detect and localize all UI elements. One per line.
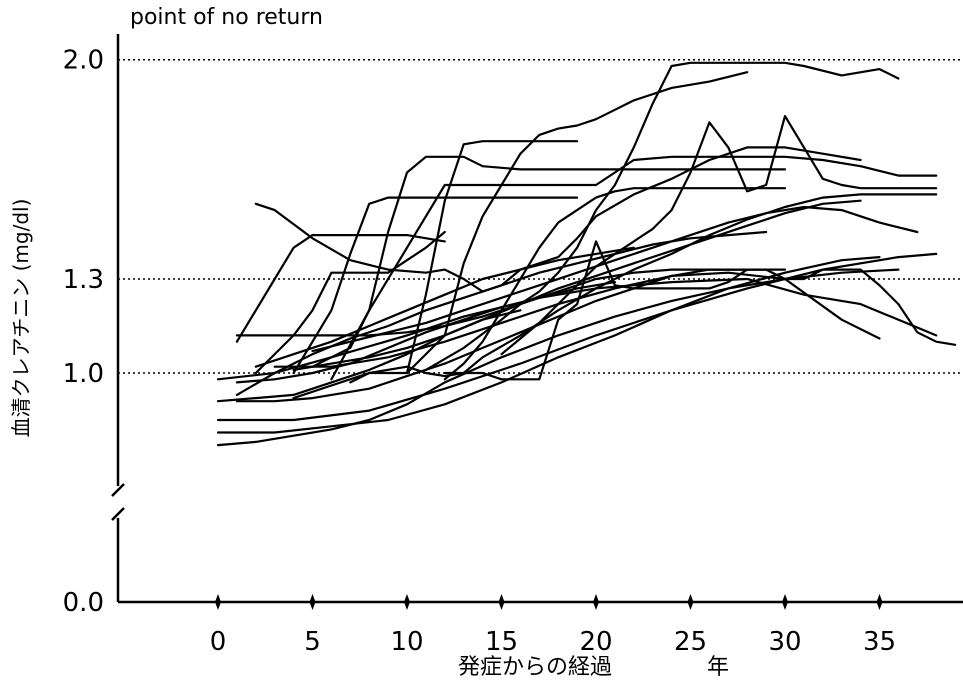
series-line-18 (292, 196, 579, 375)
series-line-12 (292, 193, 938, 400)
y-tick-label: 1.3 (63, 265, 104, 295)
x-tick-mark (404, 594, 410, 610)
series-line-15 (254, 146, 862, 293)
series-line-1 (216, 268, 900, 447)
x-tick-mark (215, 594, 221, 610)
y-axis-title: 血清クレアチニン (mg/dl) (9, 199, 33, 438)
series-line-25 (443, 240, 957, 381)
series-line-13 (292, 199, 862, 371)
x-ticks: 0 5 10 15 20 25 30 35 (210, 594, 896, 657)
reference-line-label: point of no return (130, 5, 323, 30)
series-line-24 (443, 187, 787, 381)
series-line-2 (216, 256, 881, 434)
x-tick-label: 0 (210, 627, 227, 657)
series-line-7 (273, 271, 881, 368)
x-tick-label: 35 (863, 627, 896, 657)
x-tick-label: 25 (674, 627, 707, 657)
series-line-3 (216, 252, 938, 422)
x-tick-label: 15 (485, 627, 518, 657)
axis-break-mark-upper (111, 483, 125, 497)
series-line-8 (216, 277, 938, 381)
x-tick-mark (498, 594, 505, 610)
series-line-16 (235, 234, 446, 343)
x-tick-mark (782, 594, 788, 610)
x-tick-mark (876, 594, 883, 610)
x-tick-mark (593, 594, 599, 610)
x-tick-mark (309, 594, 316, 610)
x-tick-label: 10 (390, 627, 423, 657)
series-line-21 (349, 140, 579, 384)
series-line-23 (424, 61, 900, 371)
series-line-19 (311, 155, 787, 368)
reference-lines (118, 58, 963, 374)
series-line-17 (254, 230, 446, 375)
axes (111, 34, 963, 604)
series-line-26 (500, 114, 938, 356)
axis-break-mark-lower (111, 507, 125, 521)
x-tick-label: 20 (579, 627, 612, 657)
y-tick-label: 1.0 (63, 359, 104, 389)
x-tick-label: 30 (768, 627, 801, 657)
series-line-22 (405, 71, 749, 375)
series-line-14 (311, 205, 919, 353)
y-tick-label: 2.0 (63, 46, 104, 76)
y-ticks: 0.0 1.0 1.3 2.0 (63, 46, 104, 618)
x-axis-title: 発症からの経過 (458, 655, 612, 680)
x-axis-unit: 年 (707, 655, 729, 680)
y-tick-label: 0.0 (63, 588, 104, 618)
series-line-10 (254, 246, 635, 368)
x-tick-mark (687, 594, 694, 610)
series-layer (216, 61, 957, 447)
x-tick-label: 5 (304, 627, 321, 657)
series-line-6 (235, 268, 787, 403)
series-line-9 (235, 268, 749, 337)
